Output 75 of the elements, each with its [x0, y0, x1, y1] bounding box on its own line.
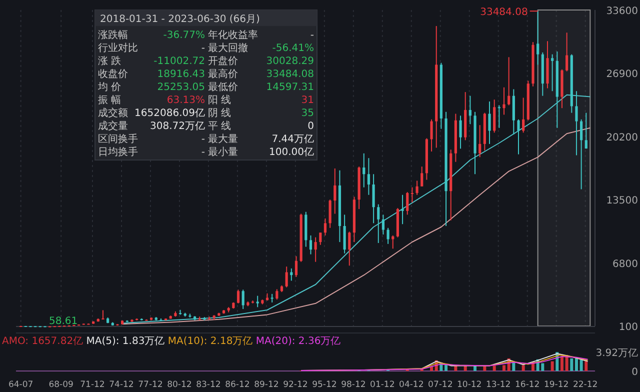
annotation: 最低价 — [208, 81, 238, 93]
annotation: - — [201, 43, 206, 54]
x-tick-label: 74-12 — [109, 380, 134, 390]
annotation: 33484.08 — [480, 7, 528, 18]
annotation: 31 — [301, 95, 314, 106]
x-tick-label: 16-12 — [515, 380, 540, 390]
annotation: 成交额 — [98, 107, 128, 119]
annotation: 58.61 — [48, 316, 78, 327]
annotation: 308.72万亿 — [150, 121, 205, 132]
text: MA(20): 2.36万亿 — [256, 336, 341, 347]
annotation: 0 — [308, 121, 314, 132]
annotation: 25253.05 — [157, 82, 205, 93]
annotation: 最大量 — [208, 133, 238, 145]
text: MA(10): 2.18万亿 — [168, 336, 256, 347]
x-tick-label: 71-12 — [80, 380, 105, 390]
x-tick-label: 19-12 — [544, 380, 569, 390]
text: AMO: 1657.82亿 — [2, 336, 86, 347]
x-tick-label: 07-12 — [428, 380, 453, 390]
annotation: 最小量 — [208, 146, 238, 158]
annotation: -11002.72 — [154, 56, 205, 67]
annotation: 100.00亿 — [269, 147, 314, 158]
annotation: 日均换手 — [98, 146, 138, 158]
annotation: - — [201, 147, 206, 158]
annotation: 成交量 — [98, 120, 128, 132]
annotation: 阳 线 — [208, 94, 232, 106]
annotation: 最高价 — [208, 68, 238, 80]
x-tick-label: 98-12 — [341, 380, 366, 390]
y-tick-label: 3.92万亿 — [596, 348, 638, 359]
annotation: 收盘价 — [98, 68, 128, 80]
annotation: 行业对比 — [98, 42, 138, 54]
annotation: 涨跌幅 — [98, 29, 128, 41]
x-tick-label: 04-12 — [399, 380, 424, 390]
x-tick-label: 83-12 — [196, 380, 221, 390]
x-tick-label: 64-07 — [8, 380, 34, 390]
y-tick-label: 6800 — [612, 258, 638, 270]
y-tick-label: 100 — [618, 322, 638, 333]
y-tick-label: 26900 — [606, 69, 638, 80]
x-tick-label: 80-12 — [167, 380, 192, 390]
annotation: 33484.08 — [266, 69, 314, 80]
annotation: 开盘价 — [208, 55, 238, 67]
annotation: 18916.43 — [157, 69, 205, 80]
x-tick-label: 89-12 — [254, 380, 279, 390]
annotation: 涨 跌 — [98, 55, 122, 67]
annotation: 14597.31 — [266, 82, 314, 93]
text: 2018-01-31 - 2023-06-30 (66月) — [100, 14, 260, 25]
x-tick-label: 77-12 — [138, 380, 163, 390]
annotation: 阴 线 — [208, 107, 232, 119]
text: MA(5): 1.83万亿 — [86, 336, 168, 347]
annotation: 1652086.09亿 — [134, 108, 205, 119]
y-tick-label: 0 — [632, 367, 638, 378]
x-tick-label: 01-12 — [370, 380, 395, 390]
x-tick-label: 92-12 — [283, 380, 308, 390]
annotation: 年化收益率 — [208, 29, 258, 41]
y-tick-label: 33600 — [606, 6, 638, 17]
x-tick-label: 10-12 — [457, 380, 482, 390]
annotation: 平 线 — [208, 120, 232, 132]
y-tick-label: 13500 — [606, 196, 638, 207]
y-tick-label: 20200 — [606, 132, 638, 144]
annotation: -56.41% — [272, 43, 314, 54]
annotation: -36.77% — [163, 30, 205, 41]
annotation: 最大回撤 — [208, 42, 248, 54]
annotation: 均 价 — [97, 81, 122, 93]
x-tick-label: 22-12 — [572, 380, 598, 390]
annotation: 7.44万亿 — [272, 134, 314, 145]
annotation: 区间换手 — [98, 133, 138, 145]
annotation: 63.13% — [166, 95, 205, 106]
annotation: 30028.29 — [266, 56, 314, 67]
x-tick-label: 95-12 — [312, 380, 337, 390]
annotation: 35 — [301, 108, 314, 119]
annotation: - — [310, 30, 314, 41]
annotation: 振 幅 — [98, 94, 122, 106]
x-tick-label: 86-12 — [225, 380, 250, 390]
annotation: - — [201, 134, 206, 145]
x-tick-label: 13-12 — [486, 380, 511, 390]
x-tick-label: 68-09 — [48, 380, 74, 390]
